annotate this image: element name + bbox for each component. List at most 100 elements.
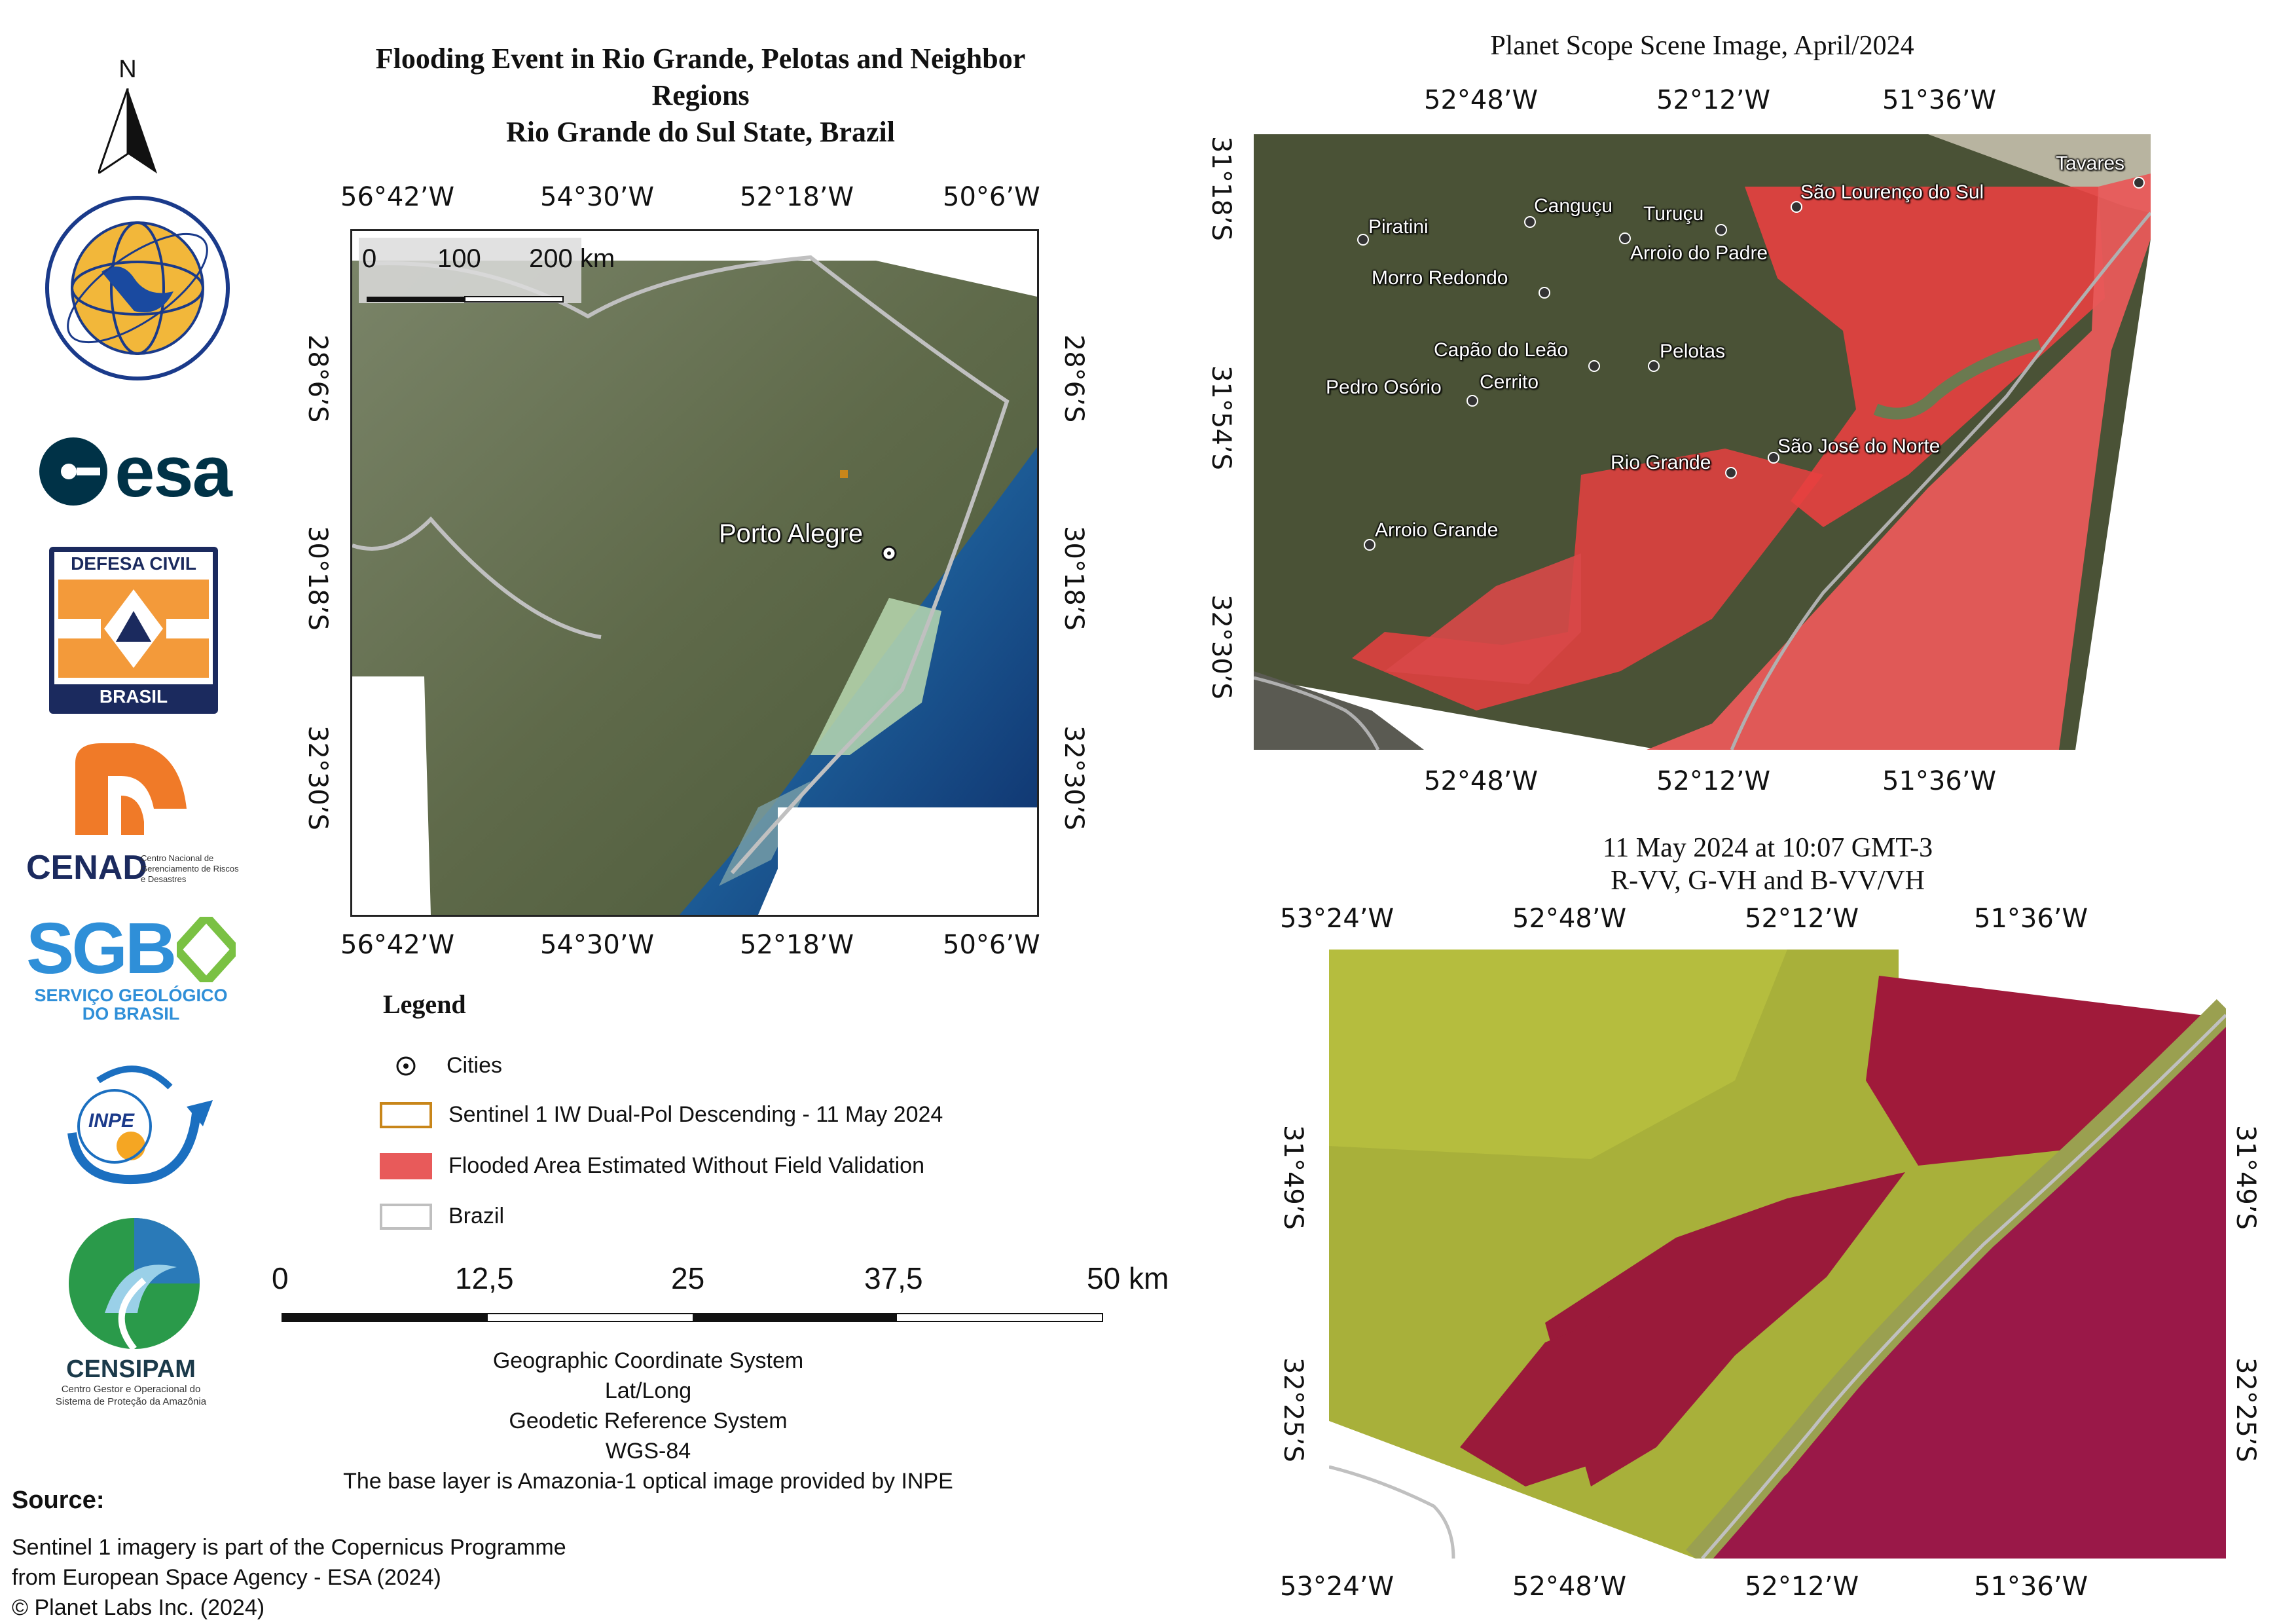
planet-bottom-tick-2: 52°12’W: [1656, 766, 1771, 796]
main-top-tick-4: 50°6’W: [943, 182, 1040, 212]
inset-scale-100: 100: [437, 244, 481, 273]
city-pedro-osorio: Pedro Osório: [1326, 377, 1442, 398]
defesa-emblem-icon: [58, 580, 209, 678]
legend-title: Legend: [383, 989, 466, 1019]
censipam-sub2: Sistema de Proteção da Amazônia: [55, 1396, 207, 1407]
planet-left-tick-3: 32°30’S: [1206, 595, 1236, 699]
inset-scale-200: 200 km: [529, 244, 615, 273]
source-line-1: Sentinel 1 imagery is part of the Copern…: [12, 1535, 566, 1560]
legend-item-flooded: Flooded Area Estimated Without Field Val…: [380, 1151, 924, 1181]
sar-left-tick-2: 32°25’S: [1278, 1357, 1308, 1462]
crs-line-5: The base layer is Amazonia-1 optical ima…: [343, 1469, 953, 1494]
city-tavares: Tavares: [2056, 153, 2125, 174]
main-map-frame[interactable]: 0 100 200 km Porto Alegre: [350, 229, 1039, 917]
legend-brazil-label: Brazil: [448, 1204, 505, 1228]
city-arroio-do-padre: Arroio do Padre: [1630, 242, 1768, 264]
city-turucu: Turuçu: [1643, 203, 1704, 225]
legend-cities-label: Cities: [446, 1053, 503, 1078]
city-sao-lourenco: São Lourenço do Sul: [1800, 181, 1984, 203]
inpe-mark-icon: [67, 1065, 213, 1185]
esa-logo: esa: [20, 429, 249, 514]
planet-bottom-tick-1: 52°48’W: [1424, 766, 1539, 796]
sar-right-tick-2: 32°25’S: [2231, 1357, 2261, 1462]
inpe-logo: INPE: [59, 1061, 216, 1185]
defesa-civil-logo: DEFESA CIVIL BRASIL: [49, 547, 218, 714]
sar-map-image: [1329, 950, 2226, 1559]
sar-top-tick-4: 51°36’W: [1974, 904, 2088, 934]
main-top-tick-1: 56°42’W: [340, 182, 455, 212]
main-map-image: [352, 231, 1037, 915]
planet-top-tick-2: 52°12’W: [1656, 85, 1771, 115]
sgb-logo: SGB SERVIÇO GEOLÓGICO DO BRASIL: [26, 908, 236, 1025]
legend-flooded-label: Flooded Area Estimated Without Field Val…: [448, 1153, 924, 1178]
main-bottom-tick-3: 52°18’W: [740, 930, 854, 960]
legend-item-sentinel: Sentinel 1 IW Dual-Pol Descending - 11 M…: [380, 1100, 943, 1130]
sgb-text: SGB: [26, 908, 177, 989]
sar-map-frame[interactable]: [1329, 950, 2226, 1559]
city-cerrito: Cerrito: [1480, 371, 1539, 393]
city-sao-jose-do-norte: São José do Norte: [1777, 435, 1941, 457]
north-label: N: [118, 56, 137, 83]
esa-mark-icon: [39, 437, 108, 506]
legend-item-brazil: Brazil: [380, 1202, 504, 1231]
main-title-line2: Regions: [651, 79, 750, 111]
sar-left-tick-1: 31°49’S: [1278, 1125, 1308, 1230]
main-top-tick-2: 54°30’W: [540, 182, 655, 212]
inset-scale-0: 0: [362, 244, 377, 273]
sar-bottom-tick-3: 52°12’W: [1745, 1572, 1859, 1602]
planet-bottom-tick-3: 51°36’W: [1882, 766, 1997, 796]
main-left-tick-3: 32°30’S: [302, 726, 333, 830]
scale-label-12-5: 12,5: [455, 1261, 514, 1295]
scale-bar: [282, 1313, 1103, 1322]
red-fill-swatch: [380, 1153, 432, 1179]
north-arrow: N: [92, 56, 164, 174]
legend-item-cities: Cities: [393, 1051, 502, 1080]
censipam-logo: CENSIPAM Centro Gestor e Operacional do …: [26, 1215, 236, 1418]
cenad-subtext: Centro Nacional de Gerenciamento de Risc…: [141, 853, 239, 884]
main-left-tick-2: 30°18’S: [302, 526, 333, 631]
charter-logo: [36, 193, 239, 383]
source-heading: Source:: [12, 1486, 105, 1514]
defesa-bottom-text: BRASIL: [54, 684, 213, 709]
sar-right-tick-1: 31°49’S: [2231, 1125, 2261, 1230]
city-rio-grande: Rio Grande: [1611, 452, 1711, 473]
main-right-tick-1: 28°6’S: [1059, 334, 1089, 423]
censipam-text: CENSIPAM: [66, 1356, 196, 1383]
orange-outline-swatch: [380, 1101, 432, 1128]
scale-label-37-5: 37,5: [864, 1261, 923, 1295]
planet-top-tick-3: 51°36’W: [1882, 85, 1997, 115]
city-cangucu: Canguçu: [1534, 195, 1613, 217]
main-title-line3: Rio Grande do Sul State, Brazil: [505, 116, 896, 148]
sgb-sub1: SERVIÇO GEOLÓGICO: [34, 986, 228, 1005]
north-arrow-icon: [98, 88, 157, 174]
planet-map-frame[interactable]: Tavares Piratini Canguçu Turuçu São Lour…: [1254, 134, 2151, 750]
legend-sentinel-label: Sentinel 1 IW Dual-Pol Descending - 11 M…: [448, 1102, 943, 1127]
main-bottom-tick-2: 54°30’W: [540, 930, 655, 960]
city-arroio-grande: Arroio Grande: [1375, 519, 1499, 541]
crs-line-3: Geodetic Reference System: [509, 1409, 788, 1433]
sar-top-tick-1: 53°24’W: [1280, 904, 1394, 934]
sar-title-line2: R-VV, G-VH and B-VV/VH: [1611, 866, 1925, 896]
defesa-top-text: DEFESA CIVIL: [71, 553, 196, 574]
sar-top-tick-3: 52°12’W: [1745, 904, 1859, 934]
source-block: Sentinel 1 imagery is part of the Copern…: [12, 1532, 566, 1623]
city-morro-redondo: Morro Redondo: [1372, 267, 1508, 289]
source-line-2: from European Space Agency - ESA (2024): [12, 1565, 441, 1590]
planet-top-tick-1: 52°48’W: [1424, 85, 1539, 115]
porto-alegre-label: Porto Alegre: [719, 519, 864, 548]
main-top-tick-3: 52°18’W: [740, 182, 854, 212]
crs-line-2: Lat/Long: [604, 1378, 692, 1403]
inpe-text: INPE: [88, 1110, 135, 1132]
main-bottom-tick-4: 50°6’W: [943, 930, 1040, 960]
charter-globe-icon: [45, 196, 230, 380]
main-bottom-tick-1: 56°42’W: [340, 930, 455, 960]
sar-bottom-tick-1: 53°24’W: [1280, 1572, 1394, 1602]
planet-left-tick-1: 31°18’S: [1206, 136, 1236, 241]
main-right-tick-3: 32°30’S: [1059, 726, 1089, 830]
cenad-mark-icon: [75, 743, 187, 835]
sgb-sub2: DO BRASIL: [82, 1004, 180, 1024]
censipam-sub1: Centro Gestor e Operacional do: [61, 1384, 201, 1395]
city-dot-icon: [396, 1056, 416, 1075]
scale-label-25: 25: [671, 1261, 705, 1295]
censipam-mark-icon: [69, 1218, 200, 1352]
